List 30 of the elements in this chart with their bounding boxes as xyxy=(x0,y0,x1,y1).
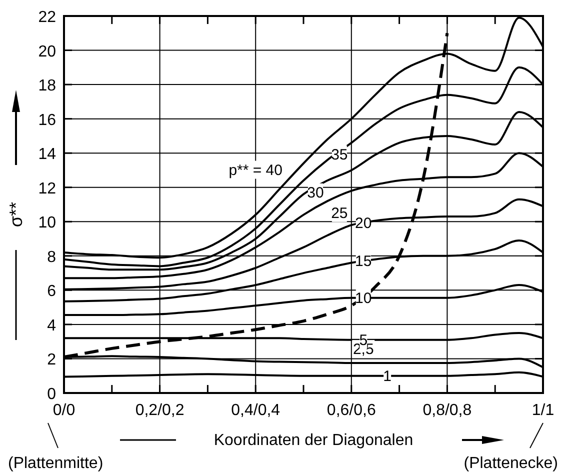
text: (Plattenecke) xyxy=(464,455,558,472)
x-tick-label: 0/0 xyxy=(52,402,76,419)
y-tick-label: 20 xyxy=(38,43,56,60)
series-label: 30 xyxy=(307,184,324,202)
y-tick-label: 10 xyxy=(38,214,56,232)
x-axis-title: Koordinaten der Diagonalen xyxy=(214,432,414,449)
y-tick-label: 2 xyxy=(47,352,56,369)
x-tick-label: 0,4/0,4 xyxy=(231,402,280,419)
y-tick-label: 4 xyxy=(47,317,56,334)
series-label: 15 xyxy=(355,253,372,270)
x-tick-label: 0,2/0,2 xyxy=(135,402,184,419)
series-label: 1 xyxy=(383,368,392,385)
x-tick-label: 1/1 xyxy=(532,402,554,419)
y-tick-label: 12 xyxy=(38,180,56,198)
series-label: 10 xyxy=(355,290,372,307)
text: (Plattenmitte) xyxy=(8,455,104,472)
series-label: p** = 40 xyxy=(228,162,282,179)
y-axis-title: σ** xyxy=(6,202,26,228)
y-tick-label: 0 xyxy=(47,386,56,403)
x-tick-label: 0,8/0,8 xyxy=(422,402,472,419)
y-tick-label: 6 xyxy=(47,283,56,300)
y-tick-label: 18 xyxy=(38,78,56,95)
y-tick-label: 14 xyxy=(38,146,56,164)
x-tick-label: 0,6/0,6 xyxy=(326,402,376,419)
y-tick-label: 22 xyxy=(38,9,56,26)
series-label: 20 xyxy=(355,214,372,232)
y-tick-label: 8 xyxy=(47,248,56,266)
series-label: 35 xyxy=(331,146,348,164)
series-label: 25 xyxy=(331,204,348,222)
y-tick-label: 16 xyxy=(38,112,56,129)
